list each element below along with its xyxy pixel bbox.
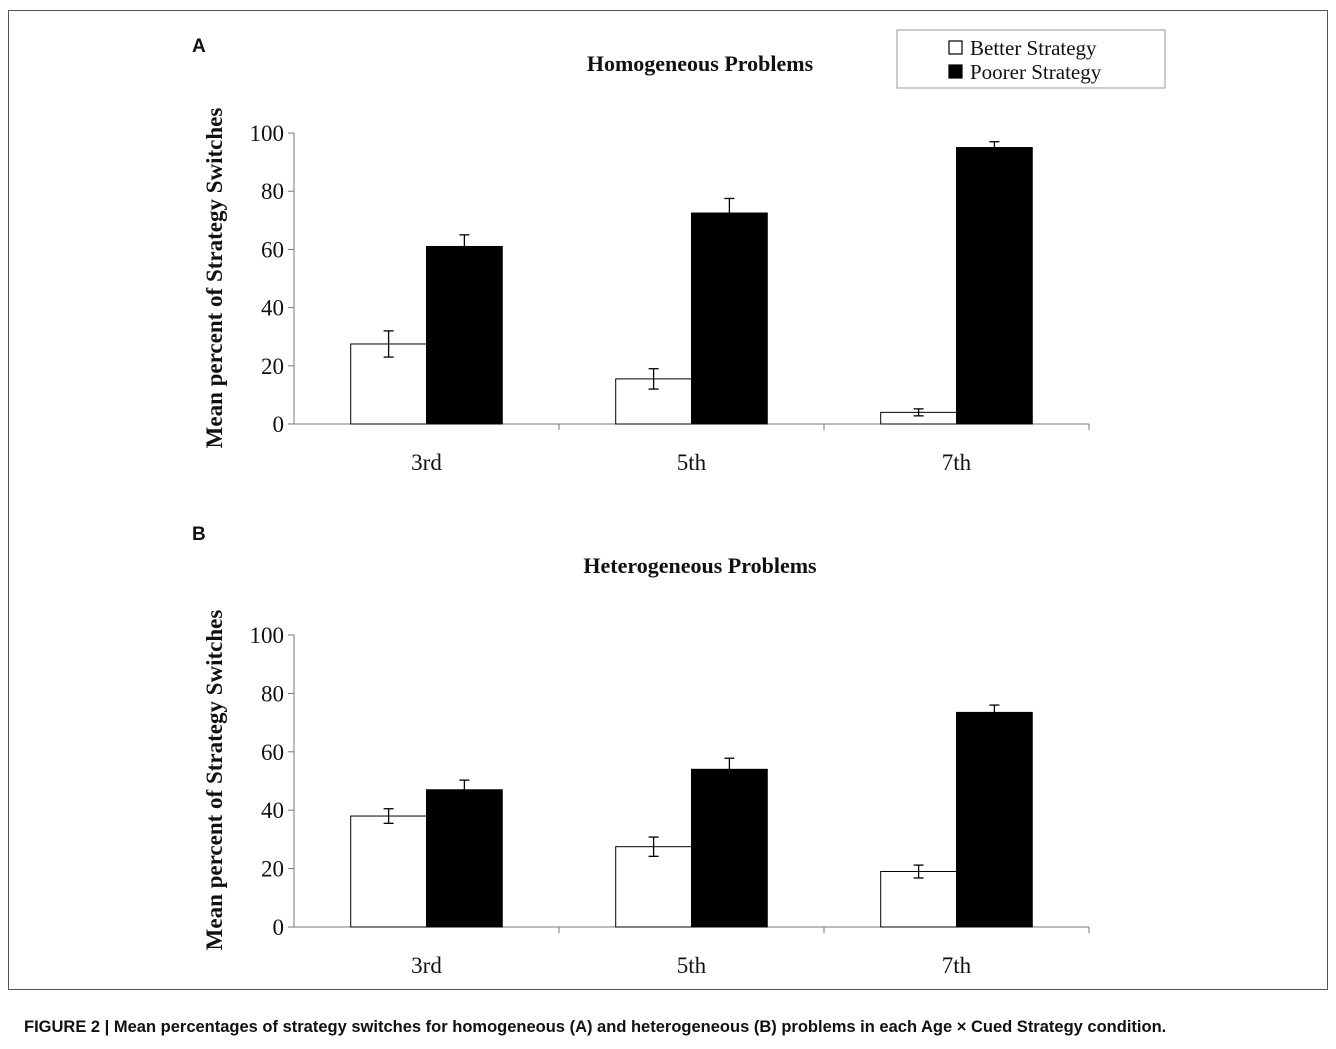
panel-a-bar-poorer-7th	[956, 147, 1033, 425]
panel-b-y-tick-label: 20	[261, 857, 284, 882]
figure-frame	[8, 10, 1328, 990]
panel-b-x-tick-label: 3rd	[411, 953, 442, 978]
legend-swatch-better	[948, 40, 963, 55]
panel-a-y-tick-label: 0	[273, 412, 285, 437]
panel-label-b: B	[192, 524, 206, 545]
legend-label-better: Better Strategy	[970, 36, 1097, 60]
panel-b-y-tick-label: 60	[261, 740, 284, 765]
panel-a-y-tick-label: 80	[261, 179, 284, 204]
panel-a-y-tick-label: 100	[250, 121, 285, 146]
legend-box	[896, 29, 1166, 89]
panel-a-y-tick-label: 40	[261, 296, 284, 321]
panel-b-y-tick-label: 0	[273, 915, 285, 940]
panel-b-bar-poorer-7th	[956, 711, 1033, 928]
panel-a-title: Homogeneous Problems	[587, 51, 814, 76]
legend-label-poorer: Poorer Strategy	[970, 60, 1102, 84]
panel-b-y-tick-label: 100	[250, 623, 285, 648]
figure-caption: FIGURE 2 | Mean percentages of strategy …	[24, 1018, 1167, 1036]
panel-b-bar-better-7th	[880, 871, 958, 928]
panel-b-bar-better-3rd	[350, 815, 427, 928]
panel-a-bar-poorer-5th	[691, 212, 768, 425]
panel-a-plot: 0 20 40 60 80 100 3rd 5th 7th	[250, 121, 1090, 475]
panel-b-plot: 0 20 40 60 80 100 3rd 5th 7th	[250, 623, 1090, 978]
panel-b-y-tick-label: 40	[261, 798, 284, 823]
panel-b-x-tick-label: 7th	[942, 953, 972, 978]
panel-a-x-tick-label: 5th	[677, 450, 707, 475]
panel-b-bar-poorer-3rd	[426, 789, 503, 928]
panel-b-y-tick-label: 80	[261, 681, 284, 706]
panel-a-y-tick-label: 60	[261, 237, 284, 262]
legend: Better Strategy Poorer Strategy	[896, 29, 1166, 89]
panel-a-ylabel: Mean percent of Strategy Switches	[202, 108, 227, 449]
legend-swatch-poorer	[948, 64, 963, 79]
panel-a-x-tick-label: 7th	[942, 450, 972, 475]
panel-b-bar-poorer-5th	[691, 768, 768, 928]
panel-label-a: A	[192, 36, 206, 57]
panel-b-x-tick-label: 5th	[677, 953, 707, 978]
panel-a-x-tick-label: 3rd	[411, 450, 442, 475]
panel-b-bar-better-5th	[615, 846, 693, 928]
panel-a-y-tick-label: 20	[261, 354, 284, 379]
panel-b-ylabel: Mean percent of Strategy Switches	[202, 610, 227, 951]
panel-a-bar-poorer-3rd	[426, 245, 503, 425]
panel-b-title: Heterogeneous Problems	[583, 553, 817, 578]
